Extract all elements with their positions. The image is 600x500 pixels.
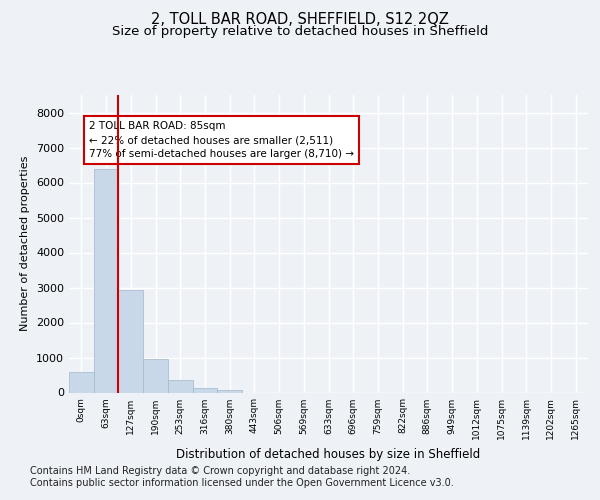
X-axis label: Distribution of detached houses by size in Sheffield: Distribution of detached houses by size … bbox=[176, 448, 481, 461]
Text: 2 TOLL BAR ROAD: 85sqm
← 22% of detached houses are smaller (2,511)
77% of semi-: 2 TOLL BAR ROAD: 85sqm ← 22% of detached… bbox=[89, 121, 354, 159]
Bar bbox=[217, 390, 242, 392]
Bar bbox=[118, 290, 143, 392]
Bar bbox=[143, 358, 168, 392]
Bar bbox=[193, 388, 217, 392]
Text: 2, TOLL BAR ROAD, SHEFFIELD, S12 2QZ: 2, TOLL BAR ROAD, SHEFFIELD, S12 2QZ bbox=[151, 12, 449, 28]
Y-axis label: Number of detached properties: Number of detached properties bbox=[20, 156, 31, 332]
Text: Size of property relative to detached houses in Sheffield: Size of property relative to detached ho… bbox=[112, 25, 488, 38]
Bar bbox=[94, 169, 118, 392]
Text: Contains public sector information licensed under the Open Government Licence v3: Contains public sector information licen… bbox=[30, 478, 454, 488]
Bar bbox=[168, 380, 193, 392]
Text: Contains HM Land Registry data © Crown copyright and database right 2024.: Contains HM Land Registry data © Crown c… bbox=[30, 466, 410, 476]
Bar bbox=[69, 372, 94, 392]
